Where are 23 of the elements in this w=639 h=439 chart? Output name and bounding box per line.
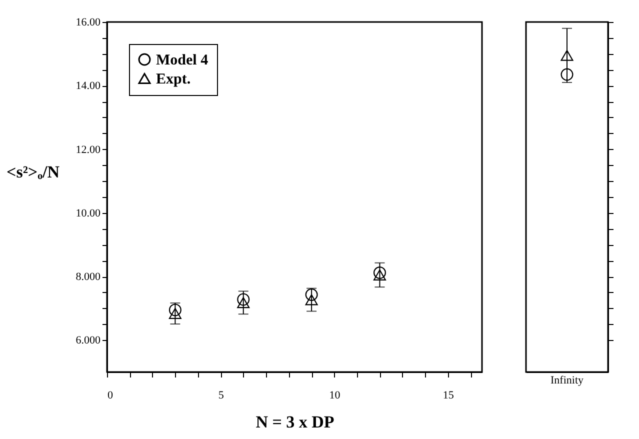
y-tick-label: 16.00: [76, 16, 101, 28]
y-tick-label: 10.00: [76, 207, 101, 220]
point: [305, 288, 318, 301]
y-tick-label: 14.00: [76, 80, 101, 92]
legend-label: Model 4: [156, 52, 209, 68]
point: [305, 294, 318, 306]
point: [237, 293, 250, 306]
x-tick-label: Infinity: [550, 374, 584, 386]
y-tick-label: 12.00: [76, 144, 101, 156]
y-tick-label: 8.000: [76, 271, 101, 284]
legend-label: Expt.: [156, 72, 191, 88]
point: [373, 269, 386, 280]
x-tick-label: 15: [442, 390, 454, 402]
y-axis-title: <s²>ₒ/N: [6, 162, 60, 182]
point: [237, 297, 250, 308]
x-tick-label: 5: [218, 390, 224, 402]
point: [168, 308, 182, 319]
point: [373, 266, 386, 279]
x-tick-label: 10: [329, 390, 341, 402]
x-axis-title: N = 3 x DP: [256, 412, 334, 432]
point: [168, 304, 182, 316]
x-tick-label: 0: [108, 390, 114, 402]
y-tick-label: 6.000: [76, 334, 101, 347]
